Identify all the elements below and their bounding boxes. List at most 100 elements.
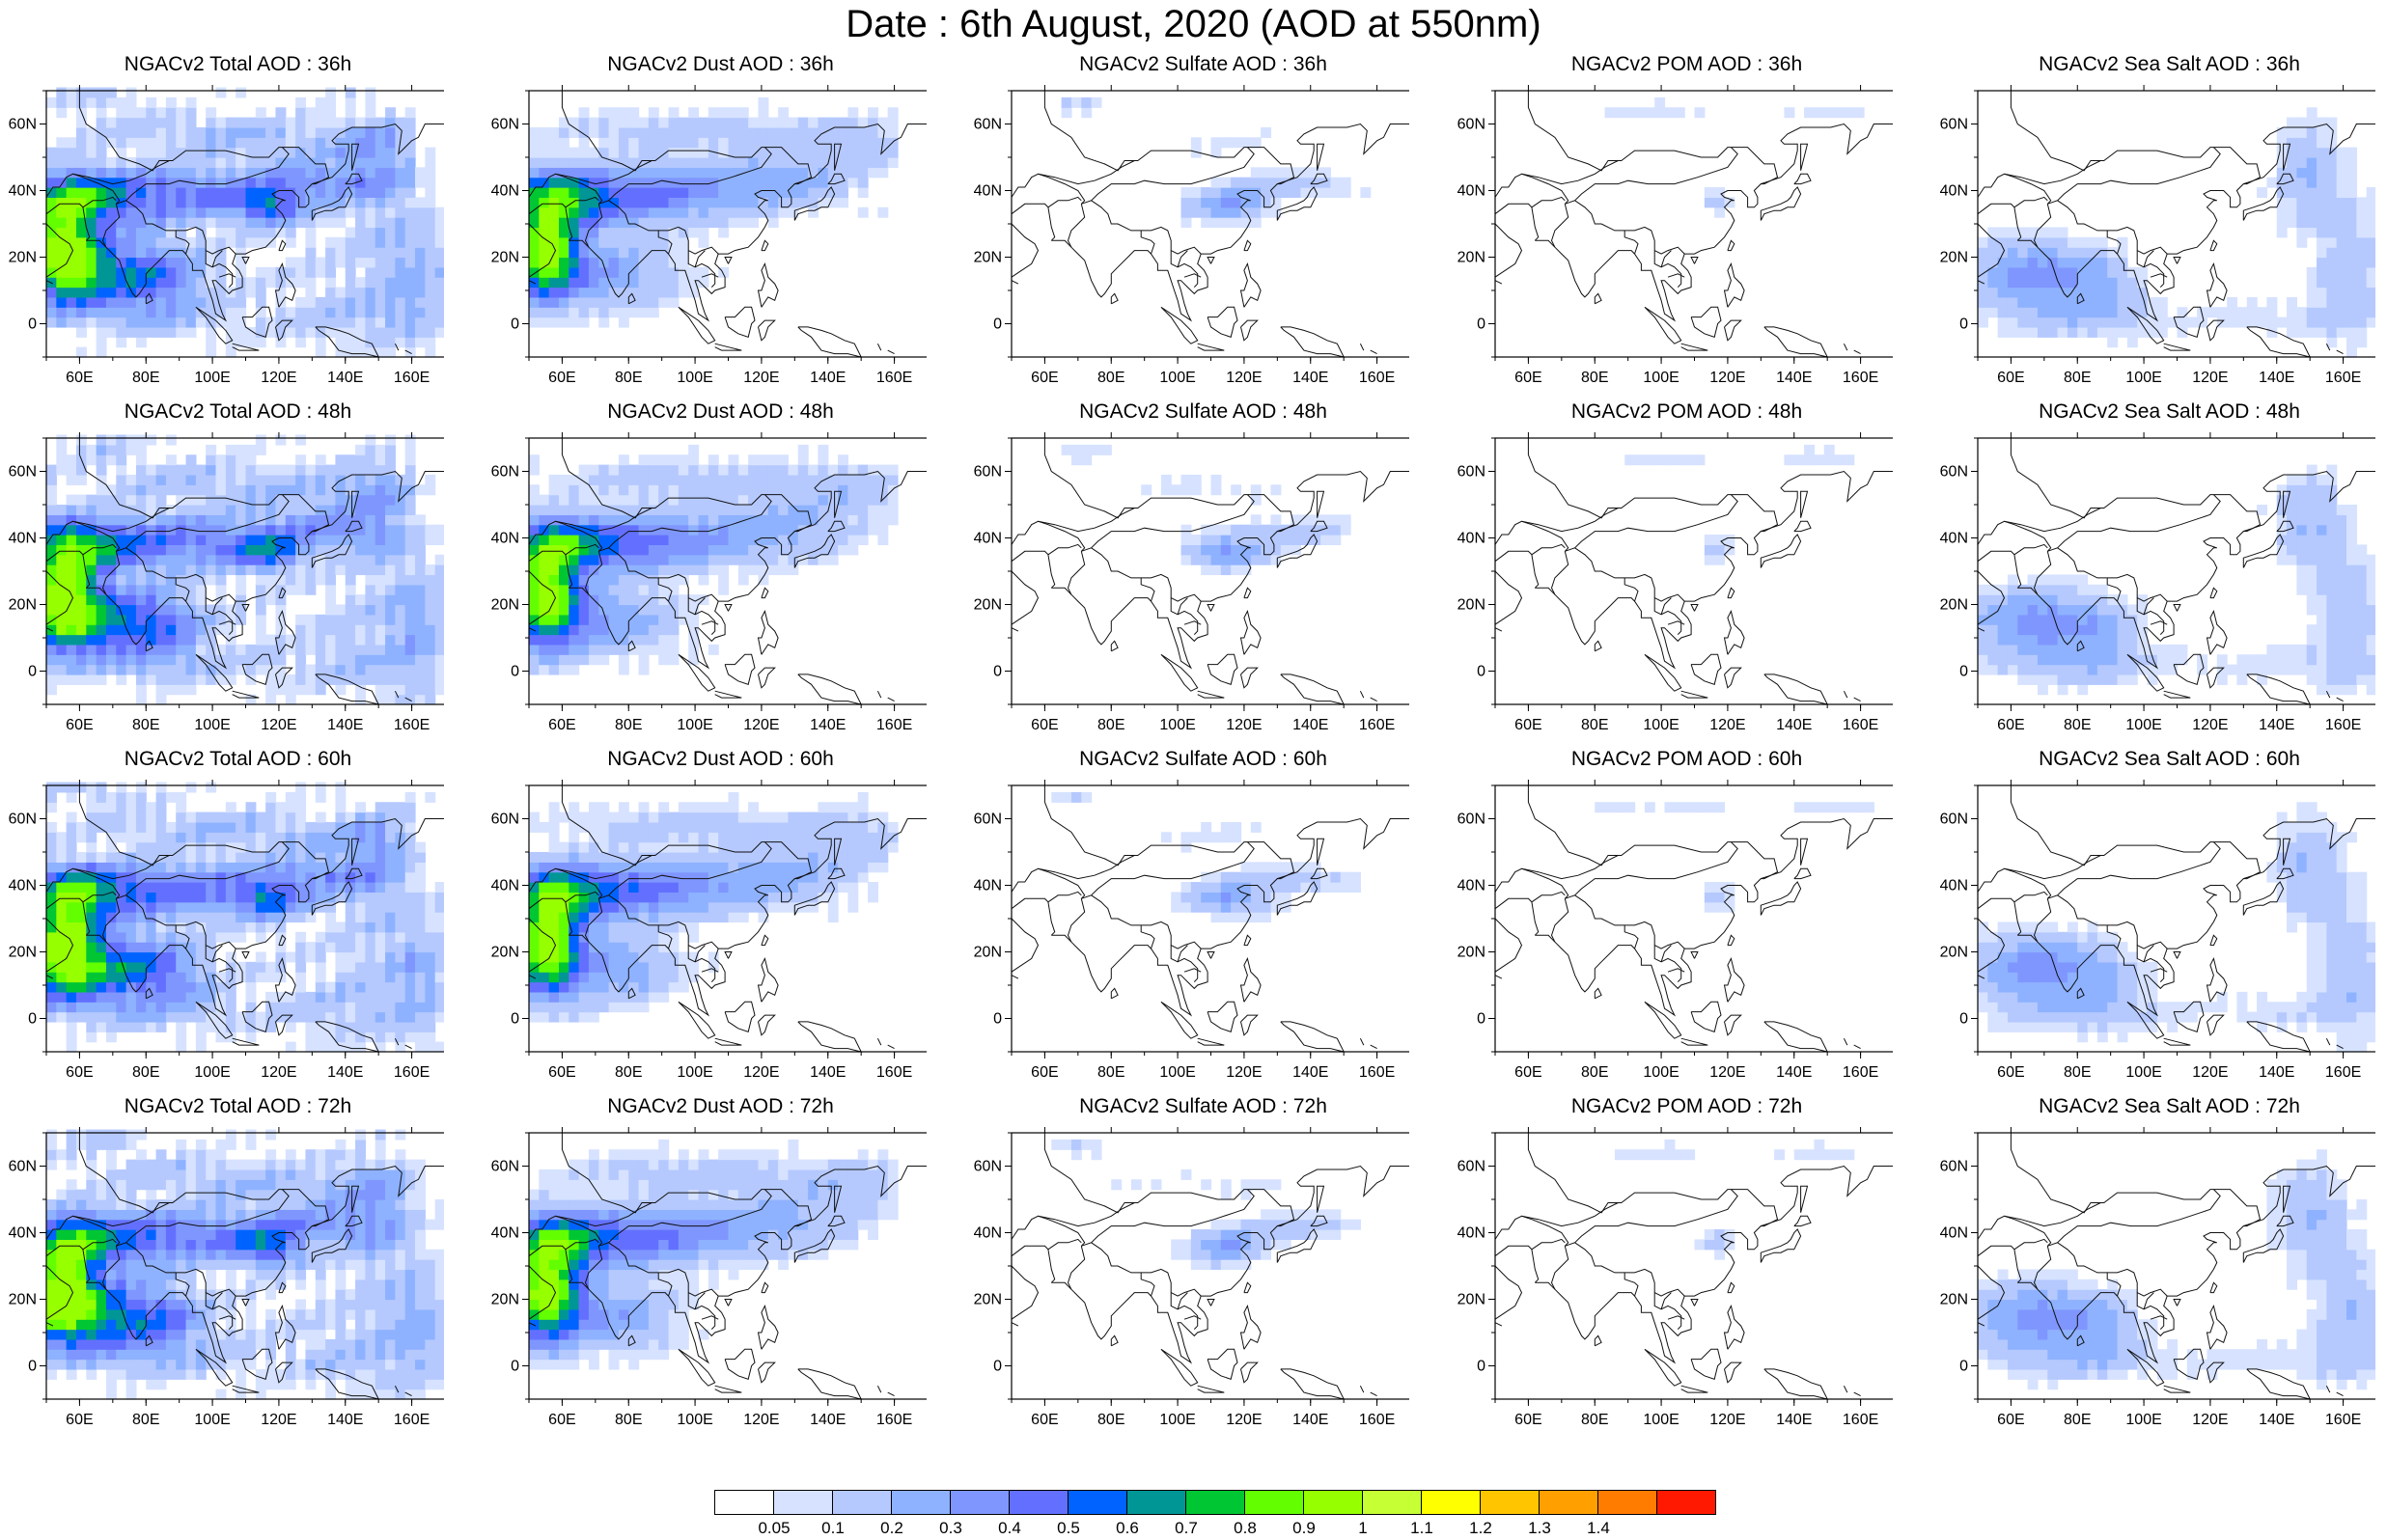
colorbar-label: 0.6 [1116,1519,1139,1537]
aod-map: 60E 80E 100E 120E 140E 160E 60N 40N 20N 0 [974,85,1409,386]
x-tick-label: 160E [2325,1412,2361,1428]
x-tick-label: 140E [1776,370,1812,386]
y-tick-label: 60N [9,1159,37,1175]
x-tick-label: 160E [2325,1064,2361,1081]
y-tick-label: 20N [974,1292,1002,1308]
x-tick-label: 140E [327,370,363,386]
x-tick-label: 160E [2325,370,2361,386]
x-tick-label: 160E [1843,370,1878,386]
x-tick-label: 60E [1514,717,1541,733]
panel-title: NGACv2 Dust AOD : 60h [607,748,834,770]
aod-map: 60E 80E 100E 120E 140E 160E 60N 40N 20N 0 [9,780,444,1081]
y-tick-label: 40N [974,1225,1002,1242]
x-tick-label: 60E [1514,1064,1541,1081]
y-tick-label: 60N [491,117,519,133]
aod-map: 60E 80E 100E 120E 140E 160E 60N 40N 20N 0 [1940,780,2375,1081]
y-tick-label: 40N [1457,1225,1485,1242]
panel-title: NGACv2 Sulfate AOD : 36h [1079,53,1327,75]
x-tick-label: 100E [1159,717,1195,733]
x-tick-label: 100E [1643,1064,1679,1081]
panel-title: NGACv2 Dust AOD : 72h [607,1095,834,1117]
y-tick-label: 0 [1477,1359,1485,1375]
x-tick-label: 120E [261,717,296,733]
colorbar-label: 0.3 [939,1519,962,1537]
map-panel-dust-3: NGACv2 Dust AOD : 72h 60E 80E 100E 120E 140E 1… [483,1094,927,1428]
colorbar-label: 0.9 [1292,1519,1316,1537]
x-tick-label: 140E [327,717,363,733]
y-tick-label: 60N [491,464,519,481]
y-tick-label: 20N [491,945,519,961]
map-panel-pom-0: NGACv2 POM AOD : 36h 60E 80E 100E 120E 140E 16… [1449,52,1893,386]
x-tick-label: 160E [394,370,430,386]
colorbar-cell [1480,1490,1540,1515]
map-panel-dust-1: NGACv2 Dust AOD : 48h 60E 80E 100E 120E 140E 1… [483,399,927,733]
x-tick-label: 60E [1031,717,1058,733]
x-tick-label: 140E [810,1064,846,1081]
aod-map: 60E 80E 100E 120E 140E 160E 60N 40N 20N 0 [1940,432,2375,733]
map-panel-seasalt-3: NGACv2 Sea Salt AOD : 72h 60E 80E 100E 120E 1… [1931,1094,2375,1428]
x-tick-label: 80E [132,370,159,386]
colorbar-cell [1068,1490,1127,1515]
colorbar-label: 1 [1358,1519,1368,1537]
y-tick-label: 60N [1457,117,1485,133]
panel-title: NGACv2 Total AOD : 36h [124,53,352,75]
panel-title: NGACv2 Total AOD : 48h [124,400,352,423]
y-tick-label: 0 [28,1011,37,1028]
aod-map: 60E 80E 100E 120E 140E 160E 60N 40N 20N 0 [1940,1127,2375,1428]
x-tick-label: 160E [1843,1064,1878,1081]
x-tick-label: 80E [1097,1412,1124,1428]
y-tick-label: 40N [491,878,519,894]
y-tick-label: 60N [1940,1159,1968,1175]
colorbar-cell [1362,1490,1422,1515]
x-tick-label: 100E [1643,370,1679,386]
y-tick-label: 60N [974,117,1002,133]
x-tick-label: 100E [2125,717,2161,733]
aod-map: 60E 80E 100E 120E 140E 160E 60N 40N 20N 0 [974,1127,1409,1428]
x-tick-label: 140E [1292,717,1328,733]
x-tick-label: 120E [1226,370,1262,386]
x-tick-label: 100E [1643,1412,1679,1428]
x-tick-label: 100E [194,1412,230,1428]
y-tick-label: 0 [1959,1359,1968,1375]
panel-title: NGACv2 Dust AOD : 36h [607,53,834,75]
map-panel-pom-3: NGACv2 POM AOD : 72h 60E 80E 100E 120E 140E 16… [1449,1094,1893,1428]
x-tick-label: 120E [2192,370,2228,386]
colorbar-label: 0.05 [758,1519,791,1537]
y-tick-label: 0 [28,316,37,333]
y-tick-label: 0 [1959,316,1968,333]
aod-map: 60E 80E 100E 120E 140E 160E 60N 40N 20N 0 [974,780,1409,1081]
x-tick-label: 160E [394,717,430,733]
panel-title: NGACv2 Sea Salt AOD : 60h [2039,748,2300,770]
x-tick-label: 60E [1997,370,2024,386]
y-tick-label: 0 [993,1011,1002,1028]
y-tick-label: 20N [1457,945,1485,961]
y-tick-label: 60N [1457,464,1485,481]
x-tick-label: 120E [743,717,779,733]
y-tick-label: 40N [9,183,37,200]
y-tick-label: 0 [993,664,1002,680]
aod-map: 60E 80E 100E 120E 140E 160E 60N 40N 20N 0 [9,85,444,386]
y-tick-label: 40N [1940,1225,1968,1242]
panel-title: NGACv2 POM AOD : 36h [1570,53,1803,75]
y-tick-label: 20N [9,250,37,266]
map-panel-total-3: NGACv2 Total AOD : 72h 60E 80E 100E 120E 140E… [0,1094,444,1428]
x-tick-label: 160E [394,1064,430,1081]
colorbar-cell [891,1490,951,1515]
x-tick-label: 80E [615,1412,642,1428]
x-tick-label: 60E [66,1064,93,1081]
y-tick-label: 20N [974,597,1002,614]
x-tick-label: 160E [394,1412,430,1428]
y-tick-label: 40N [491,183,519,200]
x-tick-label: 160E [876,1064,912,1081]
figure-title: Date : 6th August, 2020 (AOD at 550nm) [846,3,1541,45]
map-panel-pom-2: NGACv2 POM AOD : 60h 60E 80E 100E 120E 140E 16… [1449,747,1893,1081]
x-tick-label: 60E [1514,370,1541,386]
x-tick-label: 80E [615,370,642,386]
x-tick-label: 80E [1581,370,1608,386]
x-tick-label: 120E [1226,1064,1262,1081]
x-tick-label: 100E [2125,1412,2161,1428]
y-tick-label: 60N [1940,117,1968,133]
x-tick-label: 140E [327,1064,363,1081]
y-tick-label: 0 [28,1359,37,1375]
x-tick-label: 120E [743,370,779,386]
